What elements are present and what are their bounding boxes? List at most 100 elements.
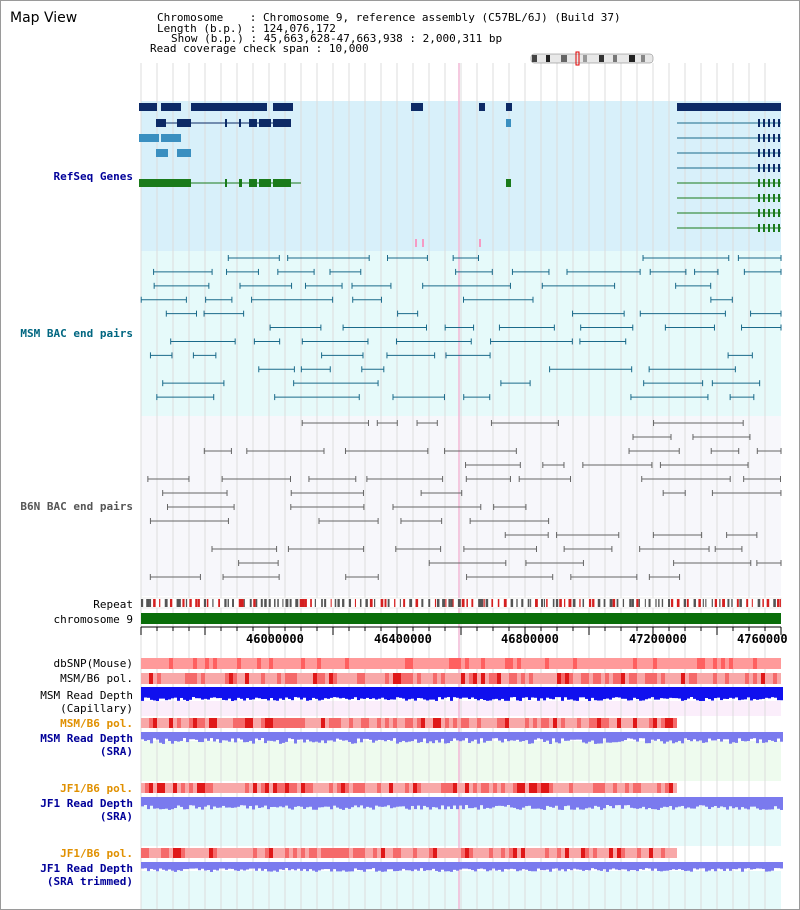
- jf1-sra-depth-bar: [201, 797, 204, 810]
- capillary-depth-bar: [324, 687, 327, 699]
- jf1-trim-depth-bar: [723, 862, 726, 871]
- capillary-depth-bar: [678, 687, 681, 699]
- jf1-trim-depth-bar: [597, 862, 600, 871]
- jf1-pol-trim-cell: [541, 848, 545, 858]
- msm-pol-cell: [217, 673, 221, 684]
- repeat-element: [337, 599, 340, 607]
- jf1-pol-cell: [645, 783, 649, 793]
- msm-pol-cell: [525, 673, 529, 684]
- msm-pol-cell: [393, 673, 397, 684]
- msm-sra-depth-bar: [462, 732, 465, 741]
- jf1-sra-depth-bar: [645, 797, 648, 810]
- msm-pol-cell: [585, 673, 589, 684]
- msm-pol-cell: [345, 673, 349, 684]
- jf1-trim-depth-bar: [696, 862, 699, 870]
- msm-sra-depth-bar: [240, 732, 243, 740]
- msm-sra-depth-bar: [669, 732, 672, 741]
- jf1-pol-trim-cell: [641, 848, 645, 858]
- capillary-depth-bar: [576, 687, 579, 701]
- repeat-element: [314, 599, 316, 607]
- jf1-pol-cell: [657, 783, 661, 793]
- repeat-element: [491, 599, 494, 607]
- jf1-trim-depth-bar: [573, 862, 576, 869]
- jf1-pol-trim-cell: [397, 848, 401, 858]
- b6n-bac-label[interactable]: B6N BAC end pairs: [20, 500, 133, 513]
- gene-exon: [778, 149, 780, 157]
- jf1-trim-depth-bar: [654, 862, 657, 869]
- dbsnp-cell: [541, 658, 545, 669]
- repeat-element: [274, 599, 276, 607]
- jf1-sra-depth-bar: [198, 797, 201, 808]
- capillary-depth-bar: [441, 687, 444, 700]
- jf1-sra-depth-bar: [186, 797, 189, 810]
- jf1-pol-cell: [273, 783, 277, 793]
- msm-sra-depth-bar: [777, 732, 780, 739]
- msm-pol-sra-cell: [617, 718, 621, 728]
- capillary-depth-bar: [375, 687, 378, 700]
- msm-pol-cell: [545, 673, 549, 684]
- repeat-element: [380, 599, 384, 607]
- repeat-element: [421, 599, 424, 607]
- jf1-trim-depth-bar: [459, 862, 462, 870]
- msm-sra-depth-bar: [231, 732, 234, 739]
- dbsnp-cell: [693, 658, 697, 669]
- dbsnp-cell: [245, 658, 249, 669]
- jf1-trim-depth-bar: [255, 862, 258, 871]
- msm-sra-depth-bar: [171, 732, 174, 744]
- capillary-depth-bar: [519, 687, 522, 701]
- jf1-pol-trim-cell: [437, 848, 441, 858]
- refseq-genes-label[interactable]: RefSeq Genes: [53, 170, 133, 183]
- jf1-pol-cell: [533, 783, 537, 793]
- jf1-pol-trim-cell: [413, 848, 417, 858]
- jf1-sra-depth-bar: [417, 797, 420, 806]
- msm-sra-depth-bar: [285, 732, 288, 742]
- jf1-trim-depth-bar: [348, 862, 351, 872]
- msm-sra-depth-bar: [564, 732, 567, 741]
- jf1-trim-depth-bar: [603, 862, 606, 870]
- repeat-element: [655, 599, 657, 607]
- jf1-sra-depth-bar: [396, 797, 399, 807]
- msm-sra-depth-bar: [270, 732, 273, 741]
- dbsnp-cell: [173, 658, 177, 669]
- msm-sra-depth-bar: [516, 732, 519, 740]
- jf1-trim-depth-bar: [636, 862, 639, 872]
- capillary-depth-bar: [168, 687, 171, 700]
- jf1-sra-depth-bar: [720, 797, 723, 807]
- msm-sra-depth-bar: [294, 732, 297, 744]
- msm-sra-depth-bar: [528, 732, 531, 744]
- repeat-element: [227, 599, 229, 607]
- msm-read-depth-sra-label: MSM Read Depth (SRA): [40, 732, 133, 758]
- msm-pol-sra-cell: [553, 718, 557, 728]
- jf1-pol-cell: [545, 783, 549, 793]
- capillary-depth-bar: [771, 687, 774, 698]
- dbsnp-cell: [413, 658, 417, 669]
- capillary-depth-bar: [237, 687, 240, 698]
- jf1-trim-depth-bar: [681, 862, 684, 871]
- msm-pol-cell: [765, 673, 769, 684]
- msm-bac-label[interactable]: MSM BAC end pairs: [20, 327, 133, 340]
- repeat-element: [757, 599, 761, 607]
- msm-sra-depth-bar: [456, 732, 459, 741]
- jf1-pol-trim-cell: [457, 848, 461, 858]
- dbsnp-cell: [617, 658, 621, 669]
- msm-sra-depth-bar: [648, 732, 651, 744]
- jf1-pol-trim-cell: [425, 848, 429, 858]
- capillary-depth-bar: [555, 687, 558, 698]
- dbsnp-cell: [465, 658, 469, 669]
- msm-pol-sra-cell: [541, 718, 545, 728]
- jf1-pol-cell: [241, 783, 245, 793]
- capillary-depth-bar: [579, 687, 582, 698]
- msm-pol-cell: [269, 673, 273, 684]
- jf1-pol-cell: [209, 783, 213, 793]
- dbsnp-cell: [677, 658, 681, 669]
- msm-pol-sra-cell: [189, 718, 193, 728]
- jf1-trim-depth-bar: [276, 862, 279, 872]
- jf1-pol-trim-cell: [557, 848, 561, 858]
- jf1-trim-depth-bar: [624, 862, 627, 870]
- dbsnp-cell: [185, 658, 189, 669]
- msm-sra-depth-bar: [636, 732, 639, 742]
- jf1-sra-depth-bar: [342, 797, 345, 810]
- gene-exon: [763, 179, 765, 187]
- jf1-pol-cell: [565, 783, 569, 793]
